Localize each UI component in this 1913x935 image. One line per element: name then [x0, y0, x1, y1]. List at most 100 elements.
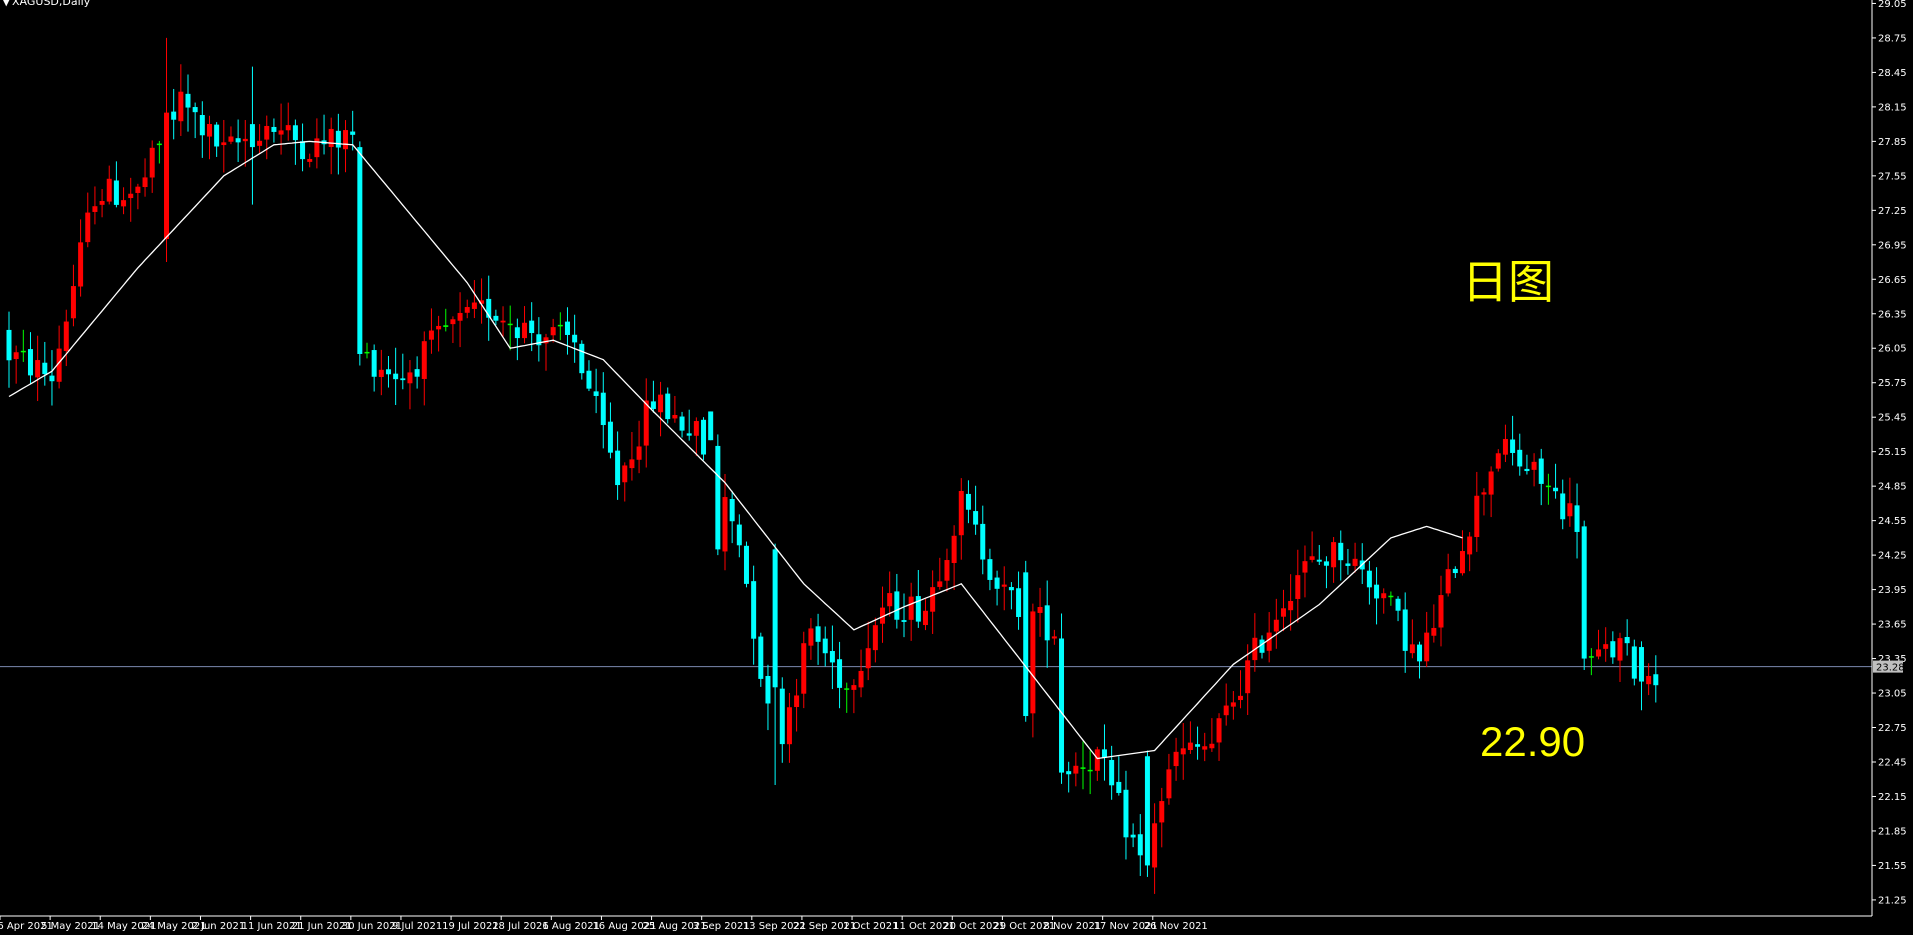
candle-body [192, 107, 198, 113]
x-tick-label: 5 May 2021 [41, 921, 100, 932]
candle-body [1452, 568, 1458, 574]
symbol-label: XAGUSD,Daily [12, 0, 91, 8]
candle-body [1517, 449, 1523, 467]
candle-body [1524, 468, 1530, 472]
y-tick-label: 27.55 [1878, 171, 1907, 182]
candle-body [486, 298, 492, 318]
candle-body [164, 112, 170, 240]
candle-body [1001, 584, 1007, 587]
candle-body [1316, 559, 1322, 562]
candle-body [844, 688, 850, 690]
y-tick-label: 25.75 [1878, 378, 1907, 389]
candle-body [708, 411, 714, 441]
candle-body [42, 362, 48, 375]
candle-body [765, 675, 771, 704]
candle-body [343, 130, 349, 150]
candle-body [636, 446, 642, 460]
candle-body [414, 369, 420, 377]
candle-body [872, 625, 878, 651]
candle-body [815, 626, 821, 642]
candle-body [1123, 789, 1129, 838]
candle-body [1474, 495, 1480, 538]
candle-body [1338, 542, 1344, 561]
candle-body [794, 695, 800, 707]
candle-body [944, 560, 950, 581]
candle-body [701, 419, 707, 455]
candle-body [1223, 705, 1229, 716]
candle-body [973, 511, 979, 525]
candle-body [514, 327, 520, 339]
candle-body [557, 324, 563, 327]
candle-body [357, 147, 363, 354]
candle-body [908, 596, 914, 620]
y-tick-label: 22.15 [1878, 792, 1907, 803]
candle-body [500, 320, 506, 323]
candle-body [1137, 834, 1143, 856]
candle-body [1653, 674, 1659, 686]
candle-body [171, 111, 177, 120]
candle-body [1646, 675, 1652, 685]
candle-body [658, 394, 664, 413]
x-tick-label: 13 Sep 2021 [743, 921, 806, 932]
candle-body [1603, 644, 1609, 649]
candle-body [572, 334, 578, 343]
candle-body [1631, 646, 1637, 679]
x-tick-label: 8 Nov 2021 [1044, 921, 1102, 932]
candle-body [1166, 769, 1172, 799]
candle-body [264, 125, 270, 140]
candle-body [1567, 503, 1573, 517]
y-tick-label: 23.65 [1878, 620, 1907, 631]
candle-body [1560, 493, 1566, 520]
candle-body [1087, 769, 1093, 772]
y-tick-label: 21.55 [1878, 861, 1907, 872]
candle-body [142, 177, 148, 188]
x-tick-label: 11 Jun 2021 [242, 921, 302, 932]
candle-body [257, 140, 263, 146]
candle-body [335, 130, 341, 148]
candle-body [56, 348, 62, 382]
candle-body [894, 591, 900, 620]
candle-body [1309, 556, 1315, 560]
candle-body [371, 350, 377, 377]
candle-body [1238, 695, 1244, 701]
candle-body [1044, 605, 1050, 641]
candle-body [1202, 746, 1208, 750]
candle-body [13, 352, 19, 360]
candle-body [543, 337, 549, 344]
candle-body [615, 450, 621, 486]
candle-body [593, 391, 599, 396]
candle-body [242, 138, 248, 142]
candle-body [278, 130, 284, 135]
candle-body [92, 206, 98, 212]
y-tick-label: 26.65 [1878, 275, 1907, 286]
chart-header: ▼ XAGUSD,Daily [2, 0, 91, 8]
y-tick-label: 21.25 [1878, 895, 1907, 906]
candle-body [464, 307, 470, 313]
candle-body [1216, 718, 1222, 743]
y-tick-label: 29.05 [1878, 0, 1907, 10]
candle-body [751, 581, 757, 639]
candle-body [493, 315, 499, 321]
candle-body [887, 593, 893, 607]
candle-body [156, 143, 162, 146]
candle-body [106, 178, 112, 202]
candle-body [235, 138, 241, 143]
y-tick-label: 21.85 [1878, 826, 1907, 837]
x-tick-label: 20 Oct 2021 [943, 921, 1005, 932]
candle-body [1059, 638, 1065, 773]
y-tick-label: 27.85 [1878, 137, 1907, 148]
candle-body [629, 459, 635, 469]
candle-body [407, 372, 413, 384]
menu-chevron-down-icon[interactable]: ▼ [2, 0, 11, 8]
x-tick-label: 9 Jul 2021 [392, 921, 442, 932]
candle-body [722, 497, 728, 552]
candle-body [1273, 619, 1279, 632]
current-price-tag: 23.28 [1873, 660, 1905, 674]
candle-body [1101, 749, 1107, 758]
candle-body [1259, 639, 1265, 653]
y-tick-label: 26.05 [1878, 344, 1907, 355]
candle-body [428, 330, 434, 340]
candle-body [307, 158, 313, 162]
